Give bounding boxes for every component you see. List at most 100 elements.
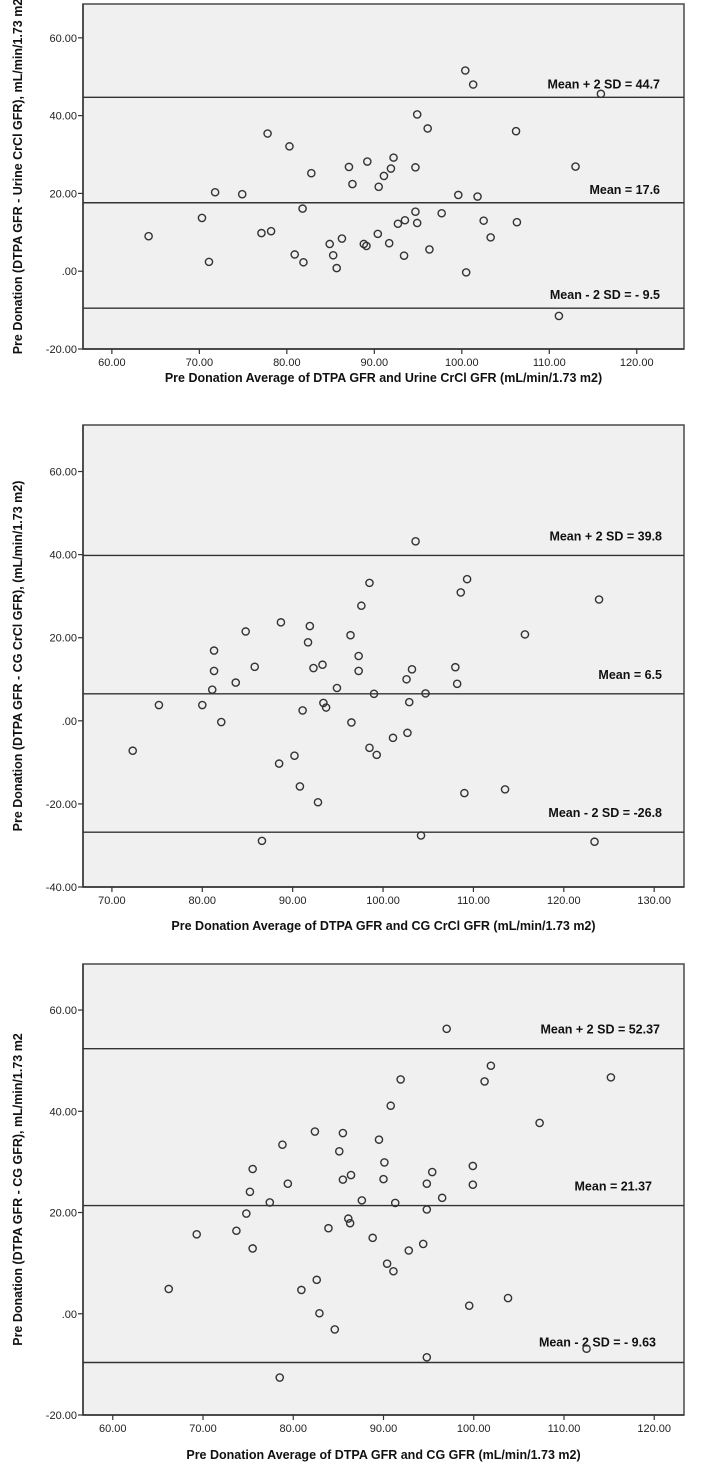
x-tick-label: 90.00 bbox=[370, 1423, 398, 1435]
data-point bbox=[460, 66, 470, 75]
data-point bbox=[596, 89, 606, 99]
y-tick-label: 20.00 bbox=[49, 188, 77, 200]
x-tick-label: 100.00 bbox=[457, 1423, 491, 1435]
data-point bbox=[422, 1352, 432, 1362]
x-tick-label: 70.00 bbox=[186, 357, 214, 369]
data-point bbox=[453, 190, 463, 200]
data-point bbox=[386, 1101, 396, 1111]
data-point bbox=[418, 1239, 428, 1249]
data-point bbox=[594, 595, 604, 604]
data-point bbox=[462, 574, 472, 584]
data-point bbox=[324, 1223, 333, 1233]
data-point bbox=[209, 666, 219, 676]
data-point bbox=[346, 630, 355, 640]
data-point bbox=[332, 263, 341, 273]
data-point bbox=[404, 697, 414, 707]
data-point bbox=[423, 124, 432, 133]
data-point bbox=[310, 1127, 320, 1136]
data-point bbox=[425, 245, 434, 254]
y-tick-label: 20.00 bbox=[49, 1208, 77, 1220]
data-point bbox=[590, 837, 599, 847]
data-point bbox=[303, 637, 313, 647]
data-point bbox=[313, 797, 323, 807]
data-point bbox=[354, 666, 363, 676]
x-tick-label: 70.00 bbox=[189, 1423, 217, 1435]
data-point bbox=[554, 311, 564, 321]
reference-line-label: Mean = 21.37 bbox=[575, 1180, 653, 1194]
data-point bbox=[216, 717, 226, 727]
data-point bbox=[337, 234, 347, 243]
data-point bbox=[276, 618, 286, 627]
y-tick-label: 60.00 bbox=[49, 33, 77, 45]
y-tick-label: 40.00 bbox=[49, 111, 77, 123]
y-tick-label: .00 bbox=[62, 716, 77, 728]
data-point bbox=[278, 1140, 287, 1150]
x-tick-label: 110.00 bbox=[457, 895, 490, 907]
data-point bbox=[606, 1073, 616, 1082]
y-tick-label: 40.00 bbox=[49, 550, 77, 562]
data-point bbox=[379, 1174, 388, 1184]
x-tick-label: 80.00 bbox=[273, 357, 301, 369]
data-point bbox=[402, 674, 411, 684]
data-point bbox=[380, 1158, 389, 1167]
data-point bbox=[290, 751, 299, 761]
data-point bbox=[437, 1193, 447, 1203]
y-tick-label: -40.00 bbox=[46, 882, 77, 894]
data-point bbox=[295, 782, 305, 791]
x-tick-label: 120.00 bbox=[637, 1423, 671, 1435]
data-point bbox=[479, 216, 488, 225]
data-point bbox=[582, 1344, 591, 1353]
x-tick-label: 120.00 bbox=[547, 895, 581, 907]
data-point bbox=[330, 1325, 340, 1334]
data-point bbox=[382, 1259, 392, 1268]
x-axis-title: Pre Donation Average of DTPA GFR and Uri… bbox=[165, 371, 602, 385]
y-axis-title: Pre Donation (DTPA GFR - CG GFR), mL/min… bbox=[11, 1033, 25, 1346]
data-point bbox=[468, 80, 478, 89]
data-point bbox=[283, 1179, 293, 1188]
data-point bbox=[486, 233, 495, 242]
data-point bbox=[390, 1198, 400, 1208]
data-point bbox=[248, 1164, 257, 1174]
data-point bbox=[386, 164, 396, 173]
x-tick-label: 80.00 bbox=[189, 895, 217, 907]
data-point bbox=[422, 1179, 432, 1188]
data-point bbox=[348, 179, 357, 189]
chart-urine-crcl: -20.00 .00 20.00 40.00 60.00 60.00 70.00 80.00 9… bbox=[11, 0, 685, 385]
y-axis-title: Pre Donation (DTPA GFR - Urine CrCl GFR)… bbox=[11, 0, 25, 354]
data-point bbox=[411, 537, 420, 546]
reference-line-label: Mean = 17.6 bbox=[589, 183, 660, 197]
data-point bbox=[328, 250, 338, 260]
plot-area bbox=[82, 424, 685, 888]
data-point bbox=[393, 219, 403, 229]
chart-cg-crcl: -40.00 -20.00 .00 20.00 40.00 60.00 70.00 80.00… bbox=[11, 424, 685, 933]
data-point bbox=[237, 189, 247, 199]
data-point bbox=[512, 217, 522, 227]
data-point bbox=[571, 162, 580, 171]
reference-line-label: Mean + 2 SD = 39.8 bbox=[549, 529, 662, 543]
x-tick-label: 70.00 bbox=[98, 895, 126, 907]
y-tick-label: 60.00 bbox=[49, 467, 77, 479]
data-point bbox=[411, 163, 420, 172]
data-point bbox=[407, 664, 417, 674]
data-point bbox=[285, 142, 294, 151]
data-point bbox=[437, 208, 446, 218]
data-point bbox=[274, 759, 284, 768]
data-point bbox=[204, 257, 214, 267]
data-point bbox=[411, 207, 420, 217]
y-tick-label: 60.00 bbox=[49, 1005, 77, 1017]
data-point bbox=[290, 250, 300, 259]
data-point bbox=[384, 238, 394, 248]
data-point bbox=[379, 171, 389, 181]
data-point bbox=[357, 1196, 367, 1205]
reference-line-label: Mean - 2 SD = -26.8 bbox=[548, 806, 662, 820]
data-point bbox=[388, 733, 398, 743]
x-tick-label: 90.00 bbox=[361, 357, 389, 369]
x-tick-label: 120.00 bbox=[620, 357, 654, 369]
data-point bbox=[319, 698, 328, 708]
data-point bbox=[154, 700, 164, 710]
data-point bbox=[344, 162, 354, 172]
data-point bbox=[321, 703, 331, 712]
data-point bbox=[468, 1161, 478, 1171]
data-point bbox=[403, 728, 412, 738]
